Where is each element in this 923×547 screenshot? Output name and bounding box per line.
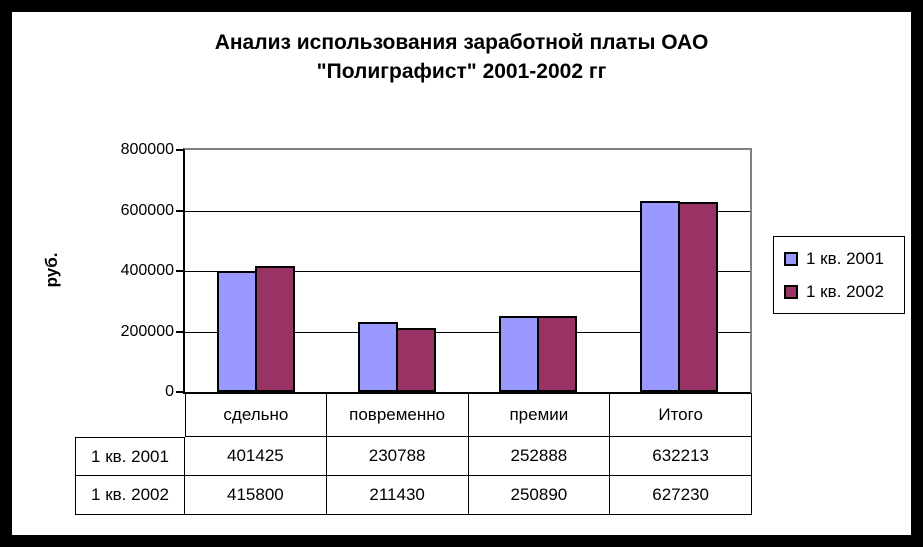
bar-1-2002-повременно — [396, 328, 436, 392]
bar-1-2002-сдельно — [255, 266, 295, 392]
bar-1-2001-премии — [499, 316, 539, 392]
bar-1-2001-сдельно — [217, 271, 257, 392]
plot-area — [183, 148, 752, 394]
value-cell: 230788 — [326, 437, 469, 476]
legend-swatch-icon — [784, 284, 798, 299]
table-corner-blank — [75, 394, 185, 437]
bar-1-2001-Итого — [640, 201, 680, 392]
category-header-cell: сдельно — [185, 394, 327, 437]
legend-entry: 1 кв. 2001 — [784, 248, 904, 270]
category-header-cell: Итого — [610, 394, 752, 437]
legend-label: 1 кв. 2001 — [806, 248, 884, 268]
row-header-cell: 1 кв. 2001 — [75, 437, 185, 476]
value-cell: 252888 — [468, 437, 611, 476]
y-tick-label: 400000 — [120, 262, 174, 279]
y-tick-label: 0 — [165, 383, 174, 400]
chart-title-line2: "Полиграфист" 2001-2002 гг — [316, 60, 607, 83]
gridline — [185, 271, 750, 272]
category-header-cell: премии — [468, 394, 611, 437]
y-axis-title: руб. — [42, 252, 61, 288]
y-tick-label: 200000 — [120, 322, 174, 340]
legend-entry: 1 кв. 2002 — [784, 281, 904, 303]
y-tick-mark — [176, 270, 184, 272]
row-header-cell: 1 кв. 2002 — [75, 476, 185, 515]
y-tick-mark — [176, 149, 184, 151]
chart-title-line1: Анализ использования заработной платы ОА… — [214, 31, 709, 54]
legend: 1 кв. 2001 1 кв. 2002 — [773, 236, 905, 314]
value-cell: 250890 — [468, 476, 611, 515]
value-cell: 401425 — [185, 437, 327, 476]
chart-canvas: Анализ использования заработной платы ОА… — [12, 12, 911, 535]
bar-1-2002-премии — [537, 316, 577, 392]
bar-1-2002-Итого — [678, 202, 718, 392]
gridline — [185, 211, 750, 212]
value-cell: 211430 — [326, 476, 469, 515]
legend-label: 1 кв. 2002 — [806, 281, 884, 301]
legend-swatch-icon — [784, 251, 798, 266]
value-cell: 415800 — [185, 476, 327, 515]
chart-title: Анализ использования заработной платы ОА… — [12, 28, 911, 86]
y-tick-mark — [176, 330, 184, 333]
y-tick-mark — [176, 391, 184, 393]
gridline — [185, 332, 750, 333]
category-header-cell: повременно — [326, 394, 469, 437]
y-tick-label: 600000 — [120, 201, 174, 219]
y-tick-mark — [176, 209, 184, 212]
y-tick-label: 800000 — [120, 141, 174, 158]
bar-1-2001-повременно — [358, 322, 398, 392]
value-cell: 627230 — [610, 476, 752, 515]
value-cell: 632213 — [610, 437, 752, 476]
data-table: сдельно повременно премии Итого 1 кв. 2001 40… — [75, 394, 752, 515]
